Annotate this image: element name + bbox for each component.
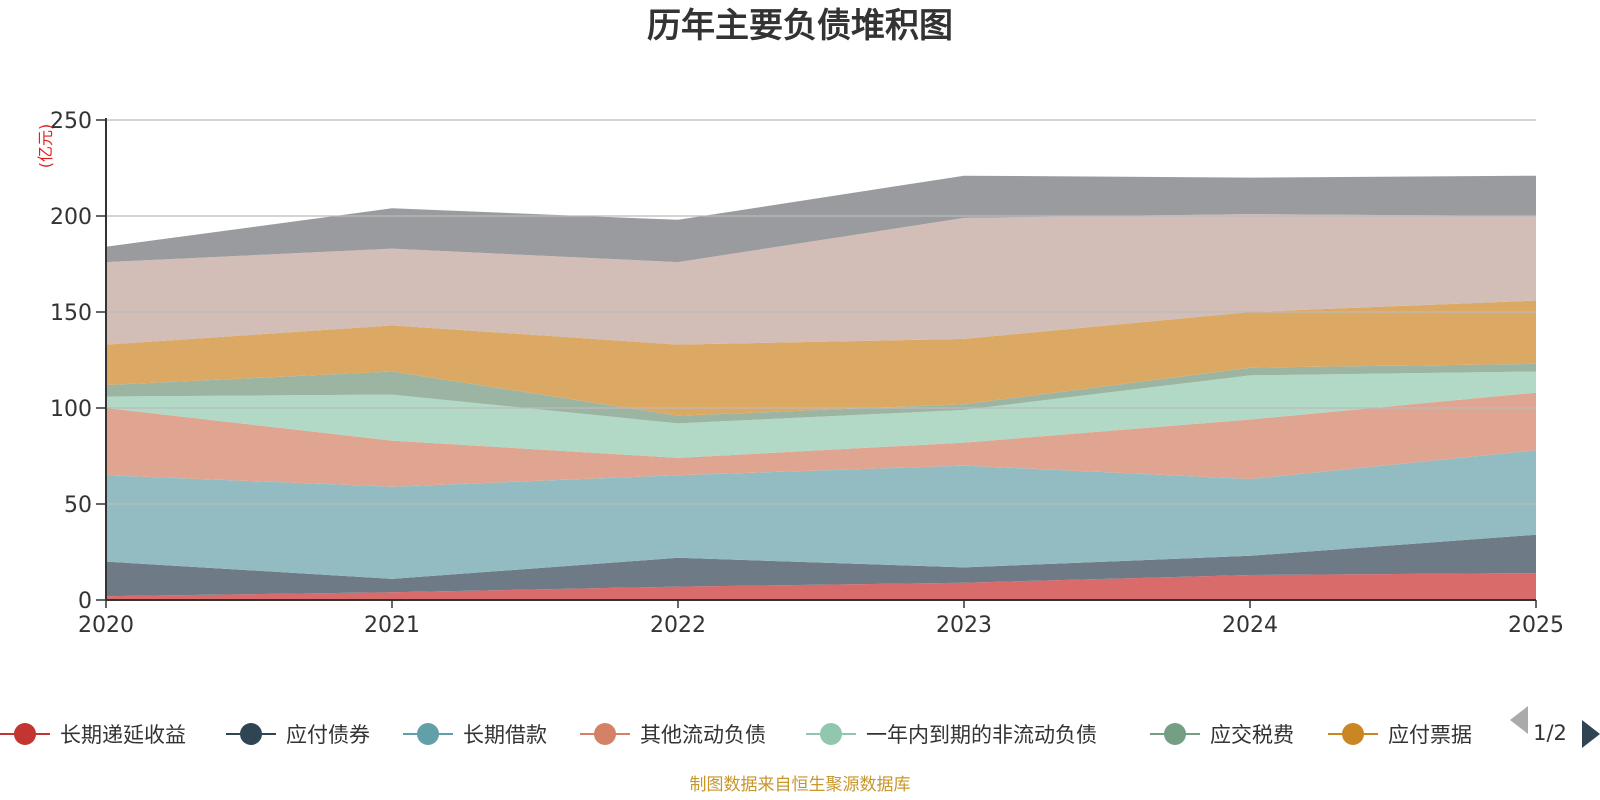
area-series-0 xyxy=(106,573,1536,600)
area-series-8 xyxy=(106,175,1536,263)
legend-marker-2 xyxy=(417,723,439,745)
legend-label-2: 长期借款 xyxy=(463,723,547,747)
legend-item-6[interactable]: 应付票据 xyxy=(1328,723,1472,747)
y-tick-label-2: 100 xyxy=(50,397,92,422)
legend-label-1: 应付债券 xyxy=(286,723,370,747)
legend-label-6: 应付票据 xyxy=(1388,723,1472,747)
x-tick-label-1: 2021 xyxy=(364,613,420,638)
area-series-1 xyxy=(106,534,1536,597)
legend-label-4: 一年内到期的非流动负债 xyxy=(866,723,1097,747)
legend-label-3: 其他流动负债 xyxy=(640,723,766,747)
legend-item-1[interactable]: 应付债券 xyxy=(226,723,370,747)
chart-title: 历年主要负债堆积图 xyxy=(647,6,953,46)
area-series-4 xyxy=(106,371,1536,458)
x-tick-label-2: 2022 xyxy=(650,613,706,638)
y-tick-label-3: 150 xyxy=(50,301,92,326)
legend-next-icon[interactable] xyxy=(1582,720,1600,748)
x-tick-label-4: 2024 xyxy=(1222,613,1278,638)
data-source-note: 制图数据来自恒生聚源数据库 xyxy=(690,775,911,795)
y-tick-label-4: 200 xyxy=(50,205,92,230)
legend-item-0[interactable]: 长期递延收益 xyxy=(0,723,186,747)
y-tick-label-0: 0 xyxy=(78,589,92,614)
area-layer xyxy=(106,175,1536,600)
area-series-6 xyxy=(106,300,1536,416)
legend-prev-icon[interactable] xyxy=(1510,706,1528,734)
x-tick-label-0: 2020 xyxy=(78,613,134,638)
area-series-3 xyxy=(106,392,1536,487)
legend-page-indicator: 1/2 xyxy=(1533,721,1567,745)
y-tick-label-1: 50 xyxy=(64,493,92,518)
legend: 长期递延收益 应付债券 长期借款 其他流动负债 一年内到期的非流动负债 应交税费 应付票据 xyxy=(0,723,1472,747)
legend-item-2[interactable]: 长期借款 xyxy=(403,723,547,747)
legend-item-3[interactable]: 其他流动负债 xyxy=(580,723,766,747)
area-series-5 xyxy=(106,363,1536,424)
legend-item-4[interactable]: 一年内到期的非流动负债 xyxy=(806,723,1097,747)
x-tick-label-3: 2023 xyxy=(936,613,992,638)
legend-pager: 1/2 xyxy=(1510,706,1600,748)
legend-marker-1 xyxy=(240,723,262,745)
legend-marker-5 xyxy=(1164,723,1186,745)
legend-marker-4 xyxy=(820,723,842,745)
legend-marker-6 xyxy=(1342,723,1364,745)
y-tick-label-5: 250 xyxy=(50,109,92,134)
legend-item-5[interactable]: 应交税费 xyxy=(1150,723,1294,747)
legend-label-0: 长期递延收益 xyxy=(60,723,186,747)
legend-marker-3 xyxy=(594,723,616,745)
area-series-2 xyxy=(106,450,1536,579)
legend-label-5: 应交税费 xyxy=(1210,723,1294,747)
legend-marker-0 xyxy=(14,723,36,745)
x-tick-label-5: 2025 xyxy=(1508,613,1564,638)
axis-layer: 0 50 100 150 200 250 2020 2021 2022 2023 2024 2025 xyxy=(50,109,1564,638)
y-axis-unit-label: (亿元) xyxy=(36,124,55,169)
